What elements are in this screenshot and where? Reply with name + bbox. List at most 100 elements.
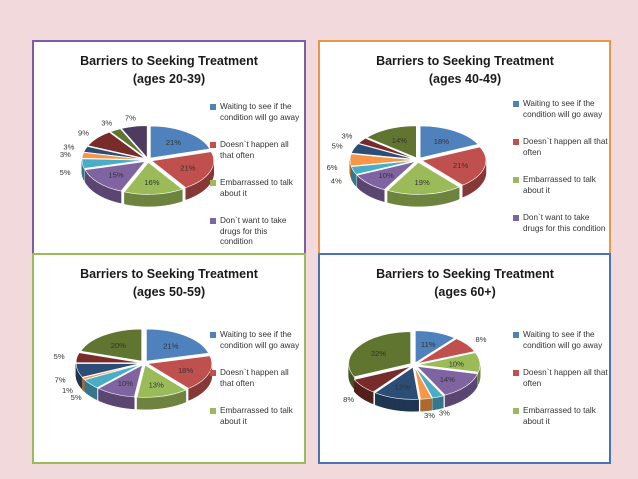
pie-slice xyxy=(374,366,420,400)
chart-title: Barriers to Seeking Treatment (ages 20-3… xyxy=(34,52,304,88)
slice-label: 3% xyxy=(341,132,352,141)
slice-label: 20% xyxy=(111,341,126,350)
chart-panel-60-plus: Barriers to Seeking Treatment (ages 60+)… xyxy=(318,253,611,464)
legend-item: Embarrassed to talk about it xyxy=(210,406,302,427)
pie-chart: 21%21%16%15%5%3%3%9%3%7% xyxy=(60,114,215,207)
slice-label: 8% xyxy=(475,335,486,344)
slice-label: 8% xyxy=(343,395,354,404)
pie-slice xyxy=(83,146,145,160)
pie-slice-side xyxy=(82,377,85,393)
legend-label: Waiting to see if the condition will go … xyxy=(220,102,300,122)
slice-label: 3% xyxy=(60,150,71,159)
pie-slice xyxy=(349,153,415,167)
legend-item: Waiting to see if the condition will go … xyxy=(210,330,302,351)
legend-label: Embarrassed to talk about it xyxy=(220,406,293,426)
chart-panel-20-39: Barriers to Seeking Treatment (ages 20-3… xyxy=(32,40,306,258)
pie-slice xyxy=(81,363,141,380)
chart-title: Barriers to Seeking Treatment (ages 60+) xyxy=(320,265,610,301)
legend-swatch xyxy=(210,104,216,110)
slice-label: 21% xyxy=(180,164,195,173)
chart-title-line1: Barriers to Seeking Treatment xyxy=(376,54,554,68)
pie-slice-side xyxy=(84,168,122,204)
pie-slice xyxy=(75,352,141,363)
legend: Waiting to see if the condition will go … xyxy=(513,330,609,444)
chart-title-line1: Barriers to Seeking Treatment xyxy=(80,54,258,68)
legend-swatch xyxy=(513,177,519,183)
slice-label: 14% xyxy=(440,375,455,384)
slice-label: 15% xyxy=(108,171,123,180)
slice-label: 1% xyxy=(62,386,73,395)
slice-label: 32% xyxy=(371,349,386,358)
legend-item: Waiting to see if the condition will go … xyxy=(210,102,302,123)
slice-label: 5% xyxy=(71,393,82,402)
pie-slice xyxy=(84,364,141,389)
chart-panel-40-49: Barriers to Seeking Treatment (ages 40-4… xyxy=(318,40,611,258)
pie-slice xyxy=(87,131,146,159)
legend-swatch xyxy=(210,332,216,338)
legend-item: Don`t want to take drugs for this condit… xyxy=(513,213,609,234)
legend-swatch xyxy=(513,370,519,376)
pie-slice-side xyxy=(188,363,213,401)
legend-swatch xyxy=(210,180,216,186)
slice-label: 21% xyxy=(163,341,178,350)
pie-slice xyxy=(415,330,456,364)
legend-swatch xyxy=(513,215,519,221)
pie-slice xyxy=(146,355,213,389)
chart-title: Barriers to Seeking Treatment (ages 40-4… xyxy=(320,52,610,88)
slice-label: 14% xyxy=(392,136,407,145)
pie-slice-side xyxy=(84,379,98,401)
pie-slice-side xyxy=(124,188,183,207)
pie-slice xyxy=(136,364,187,398)
pie-slice xyxy=(421,146,487,186)
slice-label: 21% xyxy=(453,161,468,170)
pie-slice-side xyxy=(420,397,433,412)
legend-swatch xyxy=(513,408,519,414)
legend-label: Doesn`t happen all that often xyxy=(220,368,289,388)
chart-title-line1: Barriers to Seeking Treatment xyxy=(376,267,554,281)
slice-label: 4% xyxy=(331,177,342,186)
legend-swatch xyxy=(210,142,216,148)
pie-slice xyxy=(81,152,145,160)
pie-slice xyxy=(151,151,215,188)
legend-item: Waiting to see if the condition will go … xyxy=(513,99,609,120)
pie-slice xyxy=(358,137,415,159)
chart-title-line2: (ages 50-59) xyxy=(132,285,206,299)
legend-swatch xyxy=(210,218,216,224)
legend-item: Doesn`t happen all that often xyxy=(210,140,302,161)
legend: Waiting to see if the condition will go … xyxy=(210,102,302,265)
pie-chart: 18% 21% 19% 10% 4% 6% 5%3% 14% xyxy=(327,125,487,207)
slice-label: 5% xyxy=(54,352,65,361)
legend-label: Embarrassed to talk about it xyxy=(523,406,596,426)
pie-slice xyxy=(348,331,411,378)
slice-label: 13% xyxy=(149,380,164,389)
pie-slice xyxy=(81,158,145,169)
pie-slice xyxy=(415,367,444,399)
legend-item: Embarrassed to talk about it xyxy=(513,175,609,196)
legend-item: Doesn`t happen all that often xyxy=(210,368,302,389)
chart-title-line1: Barriers to Seeking Treatment xyxy=(80,267,258,281)
chart-title-line2: (ages 20-39) xyxy=(132,72,206,86)
pie-slice xyxy=(417,338,476,364)
legend-item: Embarrassed to talk about it xyxy=(210,178,302,199)
legend-item: Doesn`t happen all that often xyxy=(513,368,609,389)
legend-swatch xyxy=(513,139,519,145)
pie-slice xyxy=(353,366,412,393)
chart-panel-50-59: Barriers to Seeking Treatment (ages 50-5… xyxy=(32,253,306,464)
pie-slice xyxy=(350,143,415,160)
slice-label: 5% xyxy=(60,168,71,177)
slice-label: 10% xyxy=(379,171,394,180)
slice-label: 7% xyxy=(55,376,66,385)
pie-chart: 21%18%13%10%5%1%7%5%20% xyxy=(54,328,213,410)
slice-label: 19% xyxy=(415,178,430,187)
pie-slice xyxy=(350,160,415,175)
slice-label: 21% xyxy=(166,138,181,147)
slice-label: 16% xyxy=(144,178,159,187)
slice-label: 18% xyxy=(178,366,193,375)
slice-label: 3% xyxy=(439,409,450,418)
slice-label: 18% xyxy=(434,137,449,146)
pie-slice xyxy=(366,125,417,159)
legend-label: Doesn`t happen all that often xyxy=(220,140,289,160)
pie-slice xyxy=(419,125,479,159)
legend-swatch xyxy=(513,332,519,338)
pie-slice xyxy=(416,366,478,396)
